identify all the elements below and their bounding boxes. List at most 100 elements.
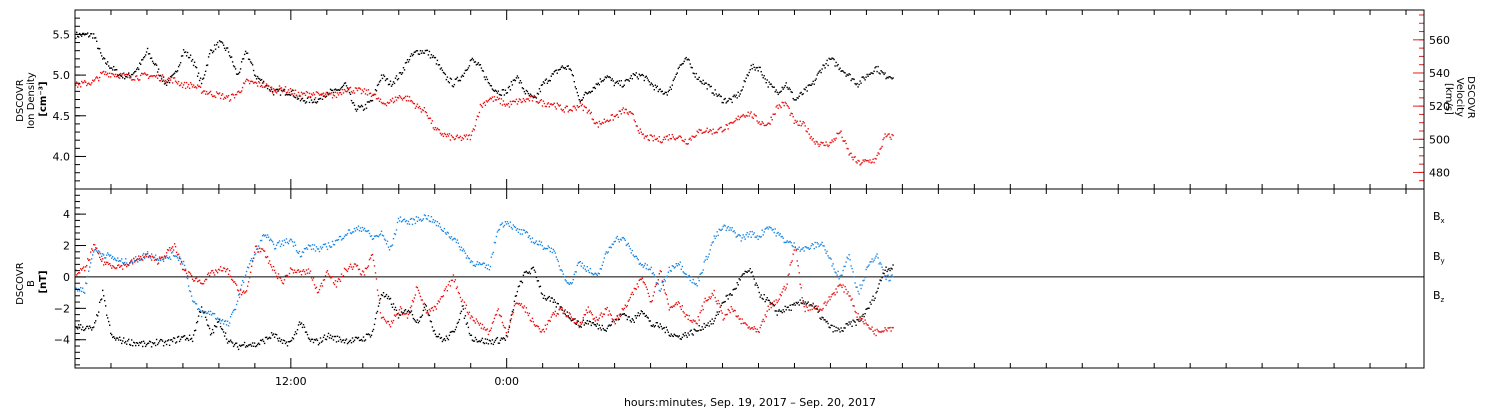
bottom-series-0-point <box>82 326 84 328</box>
bottom-series-0-point <box>752 275 754 277</box>
bottom-series-1-point <box>666 275 668 277</box>
bottom-series-0-point <box>314 339 317 341</box>
bottom-series-1-point <box>861 284 863 286</box>
top-series-0-point <box>361 105 364 108</box>
top-series-1-point <box>440 134 443 136</box>
top-series-0-point <box>405 61 408 64</box>
bottom-series-0-point <box>891 268 893 270</box>
bottom-series-0-point <box>878 283 880 285</box>
bottom-series-2-point <box>193 280 196 282</box>
bottom-series-0-point <box>432 330 435 332</box>
bottom-series-0-point <box>590 324 592 327</box>
bottom-series-1-point <box>493 241 496 244</box>
bottom-series-2-point <box>419 295 422 298</box>
top-series-1-point <box>574 107 576 109</box>
bottom-series-2-point <box>829 298 831 301</box>
top-series-1-point <box>597 126 599 128</box>
bottom-series-2-point <box>450 279 453 282</box>
bottom-series-1-point <box>398 220 401 222</box>
bottom-series-0-point <box>240 344 243 347</box>
top-series-1-point <box>828 144 830 147</box>
top-series-1-point <box>886 135 888 137</box>
bottom-series-0-point <box>623 313 625 315</box>
bottom-series-2-point <box>487 333 490 336</box>
bottom-series-2-point <box>724 314 726 316</box>
bottom-series-2-point <box>221 270 224 272</box>
bottom-series-0-point <box>254 345 257 348</box>
bottom-series-1-point <box>389 245 392 248</box>
top-series-1-point <box>126 73 128 75</box>
bottom-series-1-point <box>81 290 83 293</box>
top-series-1-point <box>518 98 521 100</box>
top-series-1-point <box>373 93 376 95</box>
bottom-series-0-point <box>487 343 490 345</box>
top-series-0-point <box>422 52 425 54</box>
bottom-series-2-point <box>352 266 355 268</box>
top-series-0-point <box>665 91 667 94</box>
top-series-0-point <box>709 86 711 88</box>
bottom-series-1-point <box>718 228 720 230</box>
bottom-series-0-point <box>81 328 83 331</box>
bottom-series-2-point <box>314 287 317 289</box>
top-series-0-point <box>572 75 574 77</box>
bottom-series-2-point <box>497 308 500 310</box>
top-series-1-point <box>573 105 575 107</box>
bottom-series-0-point <box>169 339 172 341</box>
bottom-series-1-point <box>454 238 457 240</box>
top-series-1-point <box>219 97 222 100</box>
top-series-0-point <box>620 80 622 82</box>
top-series-0-point <box>596 83 598 86</box>
top-series-1-point <box>577 106 579 109</box>
bottom-series-0-point <box>316 339 319 342</box>
bottom-series-2-point <box>821 309 823 311</box>
bottom-series-1-point <box>303 248 306 250</box>
bottom-series-2-point <box>344 268 347 271</box>
top-series-0-point <box>330 89 333 91</box>
top-series-0-point <box>513 79 516 81</box>
bottom-series-2-point <box>252 257 255 259</box>
bottom-series-2-point <box>264 256 267 258</box>
bottom-series-2-point <box>381 316 384 319</box>
bottom-series-0-point <box>250 345 253 347</box>
bottom-series-0-point <box>858 320 860 323</box>
bottom-series-1-point <box>830 258 832 260</box>
bottom-series-0-point <box>320 341 323 343</box>
top-series-1-point <box>122 73 124 75</box>
bottom-series-2-point <box>328 275 331 277</box>
bottom-series-0-point <box>838 328 840 331</box>
bottom-series-2-point <box>542 328 545 331</box>
legend-entry-y: By <box>1433 250 1445 265</box>
top-series-1-point <box>536 101 539 103</box>
bottom-series-0-point <box>721 302 723 304</box>
bottom-series-2-point <box>804 310 806 313</box>
bottom-series-1-point <box>202 312 205 315</box>
top-series-1-point <box>327 93 330 95</box>
bottom-series-1-point <box>675 263 677 265</box>
top-series-1-point <box>400 97 403 100</box>
bottom-series-1-point <box>115 259 117 261</box>
top-series-0-point <box>332 91 335 94</box>
top-series-1-point <box>851 156 853 158</box>
bottom-series-1-point <box>262 234 265 236</box>
bottom-series-2-point <box>226 268 229 270</box>
top-series-1-point <box>92 79 94 81</box>
bottom-series-2-point <box>123 262 125 265</box>
bottom-series-1-point <box>859 284 861 286</box>
bottom-series-0-point <box>374 318 377 320</box>
bottom-series-2-point <box>617 317 619 319</box>
top-series-1-point <box>768 122 770 125</box>
top-series-1-point <box>88 82 90 84</box>
bottom-series-2-point <box>748 326 750 328</box>
top-series-1-point <box>272 88 275 90</box>
bottom-series-1-point <box>548 246 550 249</box>
top-series-1-point <box>427 117 430 120</box>
top-series-0-point <box>292 95 295 97</box>
bottom-series-2-point <box>864 319 866 321</box>
top-series-0-point <box>197 72 200 74</box>
top-series-1-point <box>315 91 318 93</box>
bottom-series-2-point <box>102 258 104 260</box>
x-axis: 12:00 0:00 <box>74 10 1407 388</box>
top-series-0-point <box>546 82 549 84</box>
x-tick-label: 0:00 <box>494 375 519 388</box>
top-series-0-point <box>611 78 613 80</box>
